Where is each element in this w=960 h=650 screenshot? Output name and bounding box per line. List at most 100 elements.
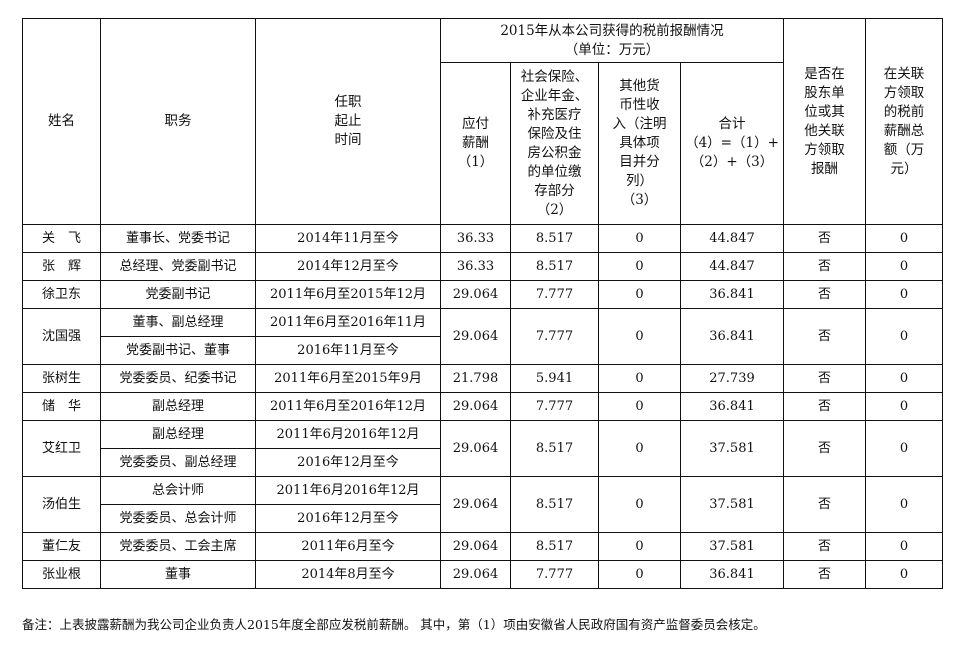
cell-related-amount: 0 [865,392,943,421]
header-name: 姓名 [22,18,101,225]
cell-other: 0 [598,476,681,533]
table-row: 党委副书记、董事 2016年11月至今 [23,336,943,365]
cell-position: 董事长、党委书记 [100,224,256,253]
header-related-amount: 在关联 方领取 的税前 薪酬总 额（万 元） [865,18,943,225]
cell-related: 否 [783,364,866,393]
cell-term: 2016年12月至今 [255,448,441,477]
cell-salary: 36.33 [440,224,511,253]
cell-salary: 21.798 [440,364,511,393]
cell-total: 37.581 [680,532,784,561]
cell-position: 董事 [100,560,256,589]
cell-position: 党委委员、总会计师 [100,504,256,533]
cell-other: 0 [598,280,681,309]
table-row: 董仁友 党委委员、工会主席 2011年6月至今 29.064 8.517 0 37.581 否… [22,532,943,561]
cell-social: 8.517 [510,420,599,477]
cell-position: 总会计师 [100,476,256,505]
cell-salary: 36.33 [440,252,511,281]
cell-name: 储 华 [22,392,101,421]
cell-salary: 29.064 [440,280,511,309]
table-row: 汤伯生 总会计师 2011年6月2016年12月 29.064 8.517 0 37.581… [22,476,943,533]
cell-position: 董事、副总经理 [100,308,256,337]
cell-other: 0 [598,420,681,477]
cell-position: 党委委员、纪委书记 [100,364,256,393]
cell-total: 44.847 [680,252,784,281]
cell-related: 否 [783,560,866,589]
cell-salary: 29.064 [440,476,511,533]
compensation-table: 姓名 职务 任职 起止 时间 2015年从本公司获得的税前报酬情况 （单位：万元… [22,18,943,589]
cell-term: 2016年12月至今 [255,504,441,533]
cell-salary: 29.064 [440,392,511,421]
cell-salary: 29.064 [440,420,511,477]
cell-name: 徐卫东 [22,280,101,309]
cell-name: 沈国强 [22,308,101,365]
cell-social: 7.777 [510,560,599,589]
cell-term: 2011年6月至2015年12月 [255,280,441,309]
cell-related-amount: 0 [865,280,943,309]
cell-related: 否 [783,308,866,365]
header-other: 其他货 币性收 入（注明 具体项 目并分 列） （3） [598,62,681,225]
cell-position: 党委副书记、董事 [100,336,256,365]
table-row: 张 辉总经理、党委副书记 2014年12月至今 36.33 8.517 0 44.847 否… [22,252,943,281]
cell-position: 党委委员、工会主席 [100,532,256,561]
cell-term: 2014年8月至今 [255,560,441,589]
cell-related: 否 [783,476,866,533]
cell-name: 艾红卫 [22,420,101,477]
cell-other: 0 [598,308,681,365]
cell-related-amount: 0 [865,252,943,281]
cell-position: 副总经理 [100,420,256,449]
cell-related: 否 [783,252,866,281]
table-row: 储 华副总经理 2011年6月至2016年12月 29.064 7.777 0 36.84… [22,392,943,421]
cell-name: 董仁友 [22,532,101,561]
cell-total: 36.841 [680,560,784,589]
cell-related: 否 [783,392,866,421]
cell-name: 汤伯生 [22,476,101,533]
cell-salary: 29.064 [440,560,511,589]
cell-related-amount: 0 [865,532,943,561]
cell-related-amount: 0 [865,560,943,589]
cell-term: 2016年11月至今 [255,336,441,365]
cell-social: 7.777 [510,392,599,421]
table-row: 艾红卫 副总经理 2011年6月2016年12月 29.064 8.517 0 37.581… [22,420,943,477]
cell-total: 36.841 [680,280,784,309]
cell-total: 36.841 [680,308,784,365]
cell-other: 0 [598,364,681,393]
table-body: 关 飞董事长、党委书记 2014年11月至今 36.33 8.517 0 44.847 否 0… [22,224,943,589]
cell-related-amount: 0 [865,420,943,477]
cell-other: 0 [598,560,681,589]
table-row: 张树生 党委委员、纪委书记 2011年6月至2015年9月 21.798 5.941 0 2… [22,364,943,393]
header-total: 合计 （4）=（1）+ （2）+（3） [680,62,784,225]
cell-other: 0 [598,224,681,253]
cell-salary: 29.064 [440,532,511,561]
cell-position: 党委委员、副总经理 [100,448,256,477]
cell-total: 27.739 [680,364,784,393]
header-compensation-group: 2015年从本公司获得的税前报酬情况 （单位：万元） [440,18,784,63]
cell-term: 2011年6月至2015年9月 [255,364,441,393]
cell-total: 36.841 [680,392,784,421]
cell-related-amount: 0 [865,476,943,533]
cell-related: 否 [783,532,866,561]
table-row: 党委委员、总会计师 2016年12月至今 [23,504,943,533]
cell-total: 44.847 [680,224,784,253]
table-row: 党委委员、副总经理 2016年12月至今 [23,448,943,477]
cell-name: 张树生 [22,364,101,393]
cell-position: 党委副书记 [100,280,256,309]
header-salary: 应付 薪酬 （1） [440,62,511,225]
header-social: 社会保险、 企业年金、 补充医疗 保险及住 房公积金 的单位缴 存部分 （2） [510,62,599,225]
cell-term: 2014年11月至今 [255,224,441,253]
cell-other: 0 [598,252,681,281]
table-row: 张业根 董事 2014年8月至今 29.064 7.777 0 36.841 否 0 [22,560,943,589]
header-related: 是否在 股东单 位或其 他关联 方领取 报酬 [783,18,866,225]
table-row: 关 飞董事长、党委书记 2014年11月至今 36.33 8.517 0 44.847 否 0 [22,224,943,253]
cell-position: 总经理、党委副书记 [100,252,256,281]
cell-related: 否 [783,420,866,477]
cell-other: 0 [598,392,681,421]
cell-related: 否 [783,224,866,253]
cell-name: 关 飞 [22,224,101,253]
cell-term: 2011年6月至2016年11月 [255,308,441,337]
cell-term: 2014年12月至今 [255,252,441,281]
header-position: 职务 [100,18,256,225]
cell-related-amount: 0 [865,224,943,253]
header-term: 任职 起止 时间 [255,18,441,225]
cell-social: 8.517 [510,252,599,281]
cell-social: 8.517 [510,224,599,253]
